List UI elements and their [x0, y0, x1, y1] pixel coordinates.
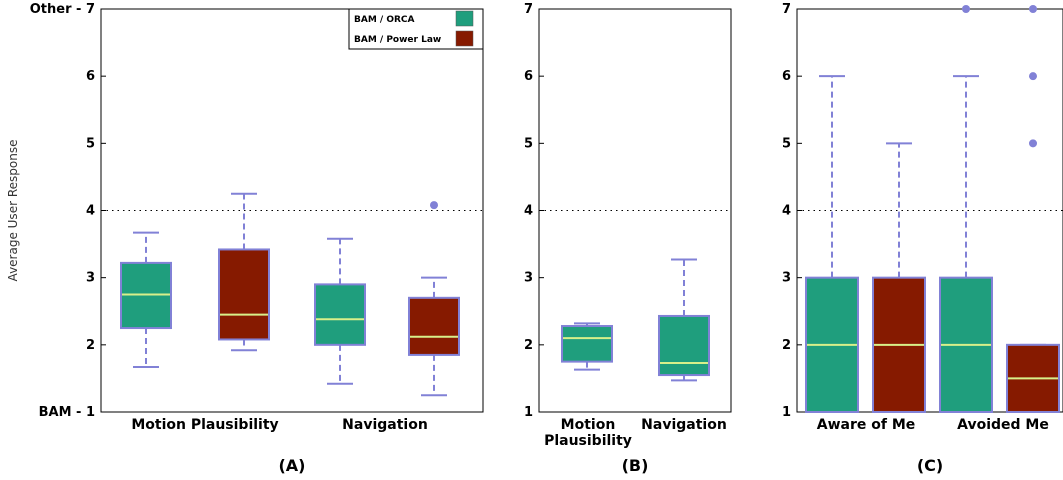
panel-a: BAM - 1 2 3 4 5 6 Other - 7 Average User Respon… [6, 2, 484, 475]
y-tick-label: 2 [524, 338, 533, 353]
box-body [408, 296, 460, 356]
box-body [561, 325, 613, 363]
box-body [658, 314, 710, 377]
category-label: Plausibility [544, 433, 632, 449]
outlier-point [1029, 72, 1037, 81]
category-label: Avoided Me [957, 417, 1049, 433]
outlier-point [1029, 139, 1037, 148]
panel-label: (C) [917, 456, 943, 475]
box-body [314, 283, 366, 346]
box-1-1 [408, 201, 460, 397]
box-0-0 [120, 231, 172, 368]
y-tick-label: 6 [782, 69, 791, 84]
box-0-0 [561, 322, 613, 371]
box-body [120, 261, 172, 330]
category-label: Navigation [641, 417, 727, 433]
y-tick-label: 3 [86, 271, 95, 286]
y-tick-label: 2 [86, 338, 95, 353]
y-tick-label: 4 [86, 204, 95, 219]
legend-swatch [455, 30, 474, 47]
y-tick-label: 5 [524, 136, 533, 151]
y-tick-label: 3 [524, 271, 533, 286]
y-tick-label: 7 [782, 2, 791, 17]
box-body [218, 248, 270, 341]
y-tick-label: Other - 7 [30, 2, 95, 17]
panel-label: (A) [278, 456, 305, 475]
box-1-0 [314, 237, 366, 385]
box-1-0 [658, 258, 710, 382]
y-tick-label: 5 [782, 136, 791, 151]
category-label: Motion [561, 417, 616, 433]
panel-label: (B) [622, 456, 649, 475]
y-tick-label: 5 [86, 136, 95, 151]
box-1-1 [1006, 5, 1060, 414]
category-label: Motion Plausibility [131, 417, 278, 433]
box-0-0 [805, 75, 859, 413]
category-label: Navigation [342, 417, 428, 433]
y-tick-label: 4 [524, 204, 533, 219]
y-tick-label: 6 [524, 69, 533, 84]
y-axis-label: Average User Response [6, 140, 20, 282]
box-0-1 [218, 192, 270, 352]
panel-c: 1 2 3 4 5 6 7 Aware of Me Avoided Me (C) [782, 2, 1063, 475]
y-tick-label: 6 [86, 69, 95, 84]
outlier-point [962, 5, 970, 13]
y-tick-label: 1 [782, 405, 791, 420]
box-1-0 [939, 5, 993, 413]
y-tick-label: 1 [524, 405, 533, 420]
legend-entry-label: BAM / Power Law [354, 35, 441, 45]
legend-swatch [455, 10, 474, 27]
y-tick-label: 4 [782, 204, 791, 219]
outlier-point [430, 201, 438, 210]
y-tick-label: 3 [782, 271, 791, 286]
y-tick-label: BAM - 1 [39, 405, 95, 420]
legend: BAM / ORCA BAM / Power Law [348, 8, 484, 50]
legend-entry-label: BAM / ORCA [354, 15, 415, 25]
box-0-1 [872, 142, 926, 413]
category-label: Aware of Me [817, 417, 916, 433]
y-tick-label: 2 [782, 338, 791, 353]
outlier-point [1029, 5, 1037, 13]
y-tick-label: 7 [524, 2, 533, 17]
